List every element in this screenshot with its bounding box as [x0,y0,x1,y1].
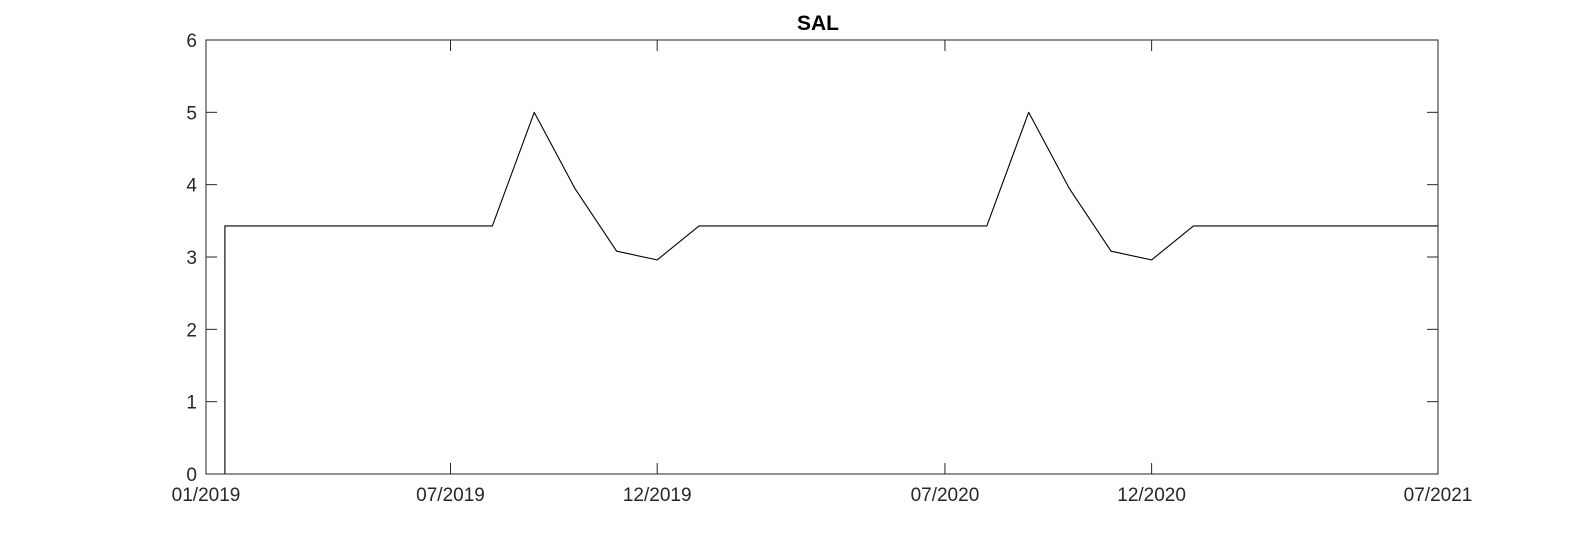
x-tick-label: 12/2019 [623,485,692,506]
x-tick-label: 12/2020 [1117,485,1186,506]
x-tick-label: 07/2020 [911,485,980,506]
x-tick-label: 07/2019 [416,485,485,506]
y-tick-label: 6 [186,31,197,52]
y-tick-label: 3 [186,248,197,269]
plot-area-frame [205,39,1439,475]
chart-title: SAL [797,12,839,35]
y-tick-label: 2 [186,320,197,341]
y-tick-label: 4 [186,176,197,197]
x-tick-label: 01/2019 [172,485,241,506]
y-tick-label: 5 [186,103,197,124]
series-line-sal [206,111,1438,475]
y-tick-label: 0 [186,465,197,486]
x-tick-label: 07/2021 [1404,485,1473,506]
y-tick-label: 1 [186,393,197,414]
